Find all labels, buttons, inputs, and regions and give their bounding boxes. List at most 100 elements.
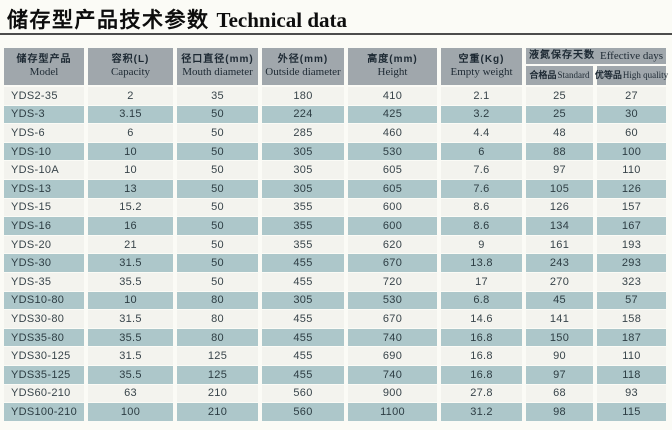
cell-high-quality-days: 30: [597, 105, 666, 124]
cell-model: YDS2-35: [4, 87, 84, 105]
cell-height: 605: [348, 161, 437, 179]
table-row: YDS30-125 31.5 125 455 690 16.8 90 110: [4, 347, 668, 365]
header-model: 储存型产品 Model: [4, 48, 84, 85]
table-row: YDS100-210 100 210 560 1100 31.2 98 115: [4, 403, 668, 421]
table-row: YDS-10 10 50 305 530 6 88 100: [4, 142, 668, 161]
cell-capacity: 10: [88, 291, 173, 310]
cell-mouth-diameter: 210: [177, 384, 258, 403]
technical-data-table: 储存型产品 Model 容积(L) Capacity 径口直径(mm) Mout…: [4, 48, 668, 422]
cell-height: 740: [348, 365, 437, 384]
cell-height: 740: [348, 328, 437, 347]
cell-height: 600: [348, 217, 437, 235]
cell-empty-weight: 14.6: [441, 310, 522, 328]
cell-empty-weight: 16.8: [441, 365, 522, 384]
cell-high-quality-days: 126: [597, 179, 666, 198]
cell-model: YDS-10A: [4, 161, 84, 179]
cell-capacity: 35.5: [88, 365, 173, 384]
cell-capacity: 31.5: [88, 347, 173, 365]
header-standard-cn: 合格品: [529, 70, 557, 81]
cell-outside-diameter: 455: [262, 328, 344, 347]
title-divider: [0, 33, 672, 35]
cell-standard-days: 97: [526, 161, 593, 179]
header-outside-diameter-en: Outside diameter: [265, 66, 341, 79]
cell-model: YDS-13: [4, 179, 84, 198]
cell-mouth-diameter: 50: [177, 254, 258, 272]
cell-height: 690: [348, 347, 437, 365]
cell-model: YDS-30: [4, 254, 84, 272]
header-model-cn: 储存型产品: [16, 54, 72, 66]
cell-mouth-diameter: 125: [177, 347, 258, 365]
cell-mouth-diameter: 80: [177, 310, 258, 328]
header-mouth-diameter-cn: 径口直径(mm): [181, 54, 254, 66]
header-high-quality: 优等品 High quality: [595, 66, 668, 85]
table-row: YDS10-80 10 80 305 530 6.8 45 57: [4, 291, 668, 310]
cell-high-quality-days: 158: [597, 310, 666, 328]
cell-high-quality-days: 157: [597, 198, 666, 217]
cell-capacity: 2: [88, 87, 173, 105]
cell-outside-diameter: 305: [262, 161, 344, 179]
cell-standard-days: 25: [526, 87, 593, 105]
cell-high-quality-days: 323: [597, 272, 666, 291]
cell-standard-days: 161: [526, 235, 593, 254]
cell-outside-diameter: 455: [262, 254, 344, 272]
cell-mouth-diameter: 50: [177, 179, 258, 198]
header-effective-days-cn: 液氮保存天数: [528, 50, 595, 61]
cell-mouth-diameter: 35: [177, 87, 258, 105]
table-row: YDS2-35 2 35 180 410 2.1 25 27: [4, 87, 668, 105]
cell-mouth-diameter: 50: [177, 272, 258, 291]
cell-empty-weight: 27.8: [441, 384, 522, 403]
cell-empty-weight: 17: [441, 272, 522, 291]
cell-height: 670: [348, 254, 437, 272]
cell-empty-weight: 8.6: [441, 198, 522, 217]
cell-height: 620: [348, 235, 437, 254]
cell-outside-diameter: 180: [262, 87, 344, 105]
table-row: YDS-35 35.5 50 455 720 17 270 323: [4, 272, 668, 291]
cell-height: 600: [348, 198, 437, 217]
page-title: 储存型产品技术参数 Technical data: [7, 4, 347, 34]
cell-mouth-diameter: 80: [177, 328, 258, 347]
header-height-en: Height: [377, 66, 408, 79]
header-standard-en: Standard: [557, 69, 590, 80]
cell-mouth-diameter: 50: [177, 198, 258, 217]
cell-capacity: 35.5: [88, 272, 173, 291]
cell-capacity: 6: [88, 124, 173, 142]
cell-empty-weight: 8.6: [441, 217, 522, 235]
header-standard: 合格品 Standard: [526, 66, 593, 85]
header-model-en: Model: [29, 66, 59, 79]
header-empty-weight-cn: 空重(Kg): [458, 54, 505, 66]
cell-height: 670: [348, 310, 437, 328]
cell-outside-diameter: 455: [262, 347, 344, 365]
header-height: 高度(mm) Height: [348, 48, 437, 85]
cell-model: YDS-35: [4, 272, 84, 291]
cell-empty-weight: 7.6: [441, 179, 522, 198]
cell-model: YDS-16: [4, 217, 84, 235]
cell-capacity: 10: [88, 142, 173, 161]
cell-model: YDS60-210: [4, 384, 84, 403]
cell-height: 530: [348, 142, 437, 161]
table-row: YDS-13 13 50 305 605 7.6 105 126: [4, 179, 668, 198]
table-row: YDS-16 16 50 355 600 8.6 134 167: [4, 217, 668, 235]
cell-capacity: 16: [88, 217, 173, 235]
cell-model: YDS-6: [4, 124, 84, 142]
cell-empty-weight: 31.2: [441, 403, 522, 421]
page-title-chinese: 储存型产品技术参数: [7, 9, 210, 32]
header-mouth-diameter-en: Mouth diameter: [182, 66, 253, 79]
cell-mouth-diameter: 50: [177, 217, 258, 235]
table-row: YDS-30 31.5 50 455 670 13.8 243 293: [4, 254, 668, 272]
table-row: YDS-20 21 50 355 620 9 161 193: [4, 235, 668, 254]
cell-height: 720: [348, 272, 437, 291]
table-row: YDS-10A 10 50 305 605 7.6 97 110: [4, 161, 668, 179]
cell-mouth-diameter: 50: [177, 161, 258, 179]
cell-high-quality-days: 57: [597, 291, 666, 310]
cell-mouth-diameter: 80: [177, 291, 258, 310]
cell-mouth-diameter: 50: [177, 105, 258, 124]
cell-outside-diameter: 224: [262, 105, 344, 124]
header-outside-diameter-cn: 外径(mm): [277, 54, 329, 66]
cell-model: YDS35-80: [4, 328, 84, 347]
cell-model: YDS35-125: [4, 365, 84, 384]
cell-high-quality-days: 293: [597, 254, 666, 272]
header-mouth-diameter: 径口直径(mm) Mouth diameter: [177, 48, 258, 85]
cell-capacity: 31.5: [88, 310, 173, 328]
cell-high-quality-days: 115: [597, 403, 666, 421]
